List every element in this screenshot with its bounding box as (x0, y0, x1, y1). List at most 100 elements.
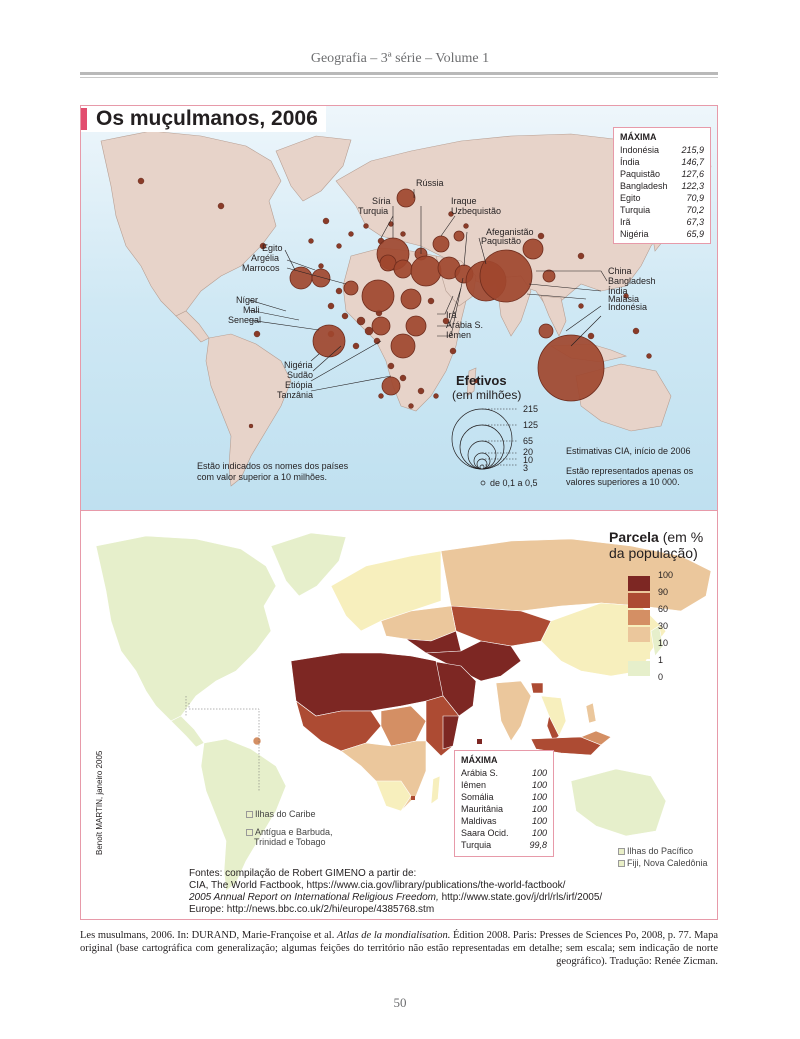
scale-label: 1 (658, 655, 664, 665)
swatch-icon (246, 811, 253, 819)
label-iraque: Iraque (451, 196, 477, 206)
label-turquia: Turquia (358, 206, 389, 216)
legend-value: 20 (523, 447, 534, 457)
scale-swatch (628, 593, 650, 608)
maxima-row: Iêmen 100 (461, 780, 547, 790)
proportional-circles (289, 188, 605, 402)
label-arabia: Arábia S. (446, 320, 484, 330)
label-tanzania: Tanzânia (277, 390, 314, 400)
maldives-marker (477, 739, 482, 744)
header-rule (80, 72, 718, 75)
maxima-row: Turquia 70,2 (620, 205, 704, 215)
label-nigeria: Nigéria (284, 360, 313, 370)
sources-line: Europe: http://news.bbc.co.uk/2/hi/europ… (189, 904, 435, 915)
note-countries-labelled: Estão indicados os nomes dos países com … (197, 461, 349, 482)
label-iemen: Iêmen (446, 330, 472, 340)
label-ilhas-pacifico: Ilhas do Pacífico (618, 846, 693, 856)
maxima-table-efetivos: MÁXIMA Indonésia 215,9 Índia 146,7 Paquist… (613, 127, 711, 244)
label-malasia: Malásia (608, 294, 640, 304)
label-fiji: Fiji, Nova Caledônia (618, 858, 708, 868)
legend-value: 215 (523, 404, 539, 414)
label-sudao: Sudão (287, 370, 314, 380)
muslim-share-map (81, 511, 717, 919)
scale-label: 10 (658, 638, 669, 648)
maxima-heading: MÁXIMA (461, 755, 498, 765)
label-china: China (608, 266, 632, 276)
note-values-shown: Estão representados apenas os valores su… (566, 466, 694, 487)
scale-label: 100 (658, 570, 674, 580)
maxima-row: Mauritânia 100 (461, 804, 547, 814)
map-title: Os muçulmanos, 2006 (80, 106, 326, 132)
scale-swatch (628, 576, 650, 591)
scale-swatch (628, 627, 650, 642)
maxima-row: Paquistão 127,6 (620, 169, 704, 179)
scale-swatch (628, 644, 650, 659)
legend-value: 65 (523, 436, 534, 446)
legend-value: 3 (523, 463, 529, 473)
maxima-row: Egito 70,9 (620, 193, 704, 203)
legend-parcela-title: Parcela (em % (609, 529, 704, 545)
sources-line: Fontes: compilação de Robert GIMENO a pa… (189, 868, 417, 879)
label-ilhas-caribe: Ilhas do Caribe (246, 809, 316, 819)
header-rule-thin (80, 77, 718, 78)
legend-efetivos-title: Efetivos (456, 373, 507, 388)
scale-label: 60 (658, 604, 669, 614)
swatch-icon (618, 860, 625, 868)
maxima-row: Irã 67,3 (620, 217, 704, 227)
title-accent-bar (80, 108, 87, 130)
label-niger: Níger (236, 295, 259, 305)
swatch-icon (246, 829, 253, 837)
maxima-row: Arábia S. 100 (461, 768, 547, 778)
label-antigua: Antígua e Barbuda, (246, 827, 333, 837)
label-senegal: Senegal (228, 315, 262, 325)
label-bangladesh: Bangladesh (608, 276, 656, 286)
maxima-row: Saara Ocid. 100 (461, 828, 547, 838)
label-trinidad: Trinidad e Tobago (254, 837, 326, 847)
label-indonesia: Indonésia (608, 302, 648, 312)
scale-swatch (628, 661, 650, 676)
legend-parcela-subtitle: da população) (609, 545, 698, 561)
maxima-row: Bangladesh 122,3 (620, 181, 704, 191)
legend-efetivos-subtitle: (em milhões) (452, 388, 522, 402)
size-legend-ticks (482, 408, 518, 466)
island-callouts (185, 696, 260, 791)
label-russia: Rússia (416, 178, 444, 188)
label-etiopia: Etiópia (285, 380, 313, 390)
label-siria: Síria (372, 196, 391, 206)
label-india: Índia (608, 286, 628, 296)
page-title: Os muçulmanos, 2006 (96, 107, 318, 130)
sources-block: Fontes: compilação de Robert GIMENO a pa… (189, 868, 619, 916)
figure-caption: Les musulmans, 2006. In: DURAND, Marie-F… (80, 930, 718, 967)
sources-line: 2005 Annual Report on International Reli… (189, 892, 603, 903)
label-uzbequistao: Uzbequistão (451, 206, 502, 216)
label-paquistao: Paquistão (481, 236, 522, 246)
note-cia-estimates: Estimativas CIA, início de 2006 (566, 446, 691, 456)
scale-label: 90 (658, 587, 669, 597)
scale-label: 0 (658, 672, 664, 682)
label-egito: Egito (262, 243, 283, 253)
section-separator (81, 510, 717, 511)
label-argelia: Argélia (251, 253, 280, 263)
comoros-marker (411, 796, 415, 800)
maxima-row: Índia 146,7 (620, 157, 704, 167)
label-marrocos: Marrocos (242, 263, 280, 273)
maxima-row: Maldivas 100 (461, 816, 547, 826)
leader-lines (248, 189, 608, 392)
legend-small-value: de 0,1 a 0,5 (490, 478, 538, 488)
legend-value: 10 (523, 455, 534, 465)
maxima-table-parcela: MÁXIMA Arábia S. 100 Iêmen 100 Somália 100 … (454, 750, 554, 857)
legend-value: 125 (523, 420, 539, 430)
swatch-icon (618, 848, 625, 856)
figure-frame (80, 105, 718, 920)
maxima-heading: MÁXIMA (620, 132, 657, 142)
small-circles (137, 177, 652, 429)
label-ira: Irã (446, 310, 457, 320)
page-number: 50 (393, 995, 407, 1010)
sources-line: CIA, The World Factbook, https://www.cia… (189, 880, 566, 891)
label-afeganistao: Afeganistão (486, 227, 534, 237)
maxima-row: Indonésia 215,9 (620, 145, 704, 155)
maxima-row: Nigéria 65,9 (620, 229, 704, 239)
running-head: Geografia – 3ª série – Volume 1 (310, 51, 490, 66)
maxima-row: Somália 100 (461, 792, 547, 802)
scale-label: 30 (658, 621, 669, 631)
